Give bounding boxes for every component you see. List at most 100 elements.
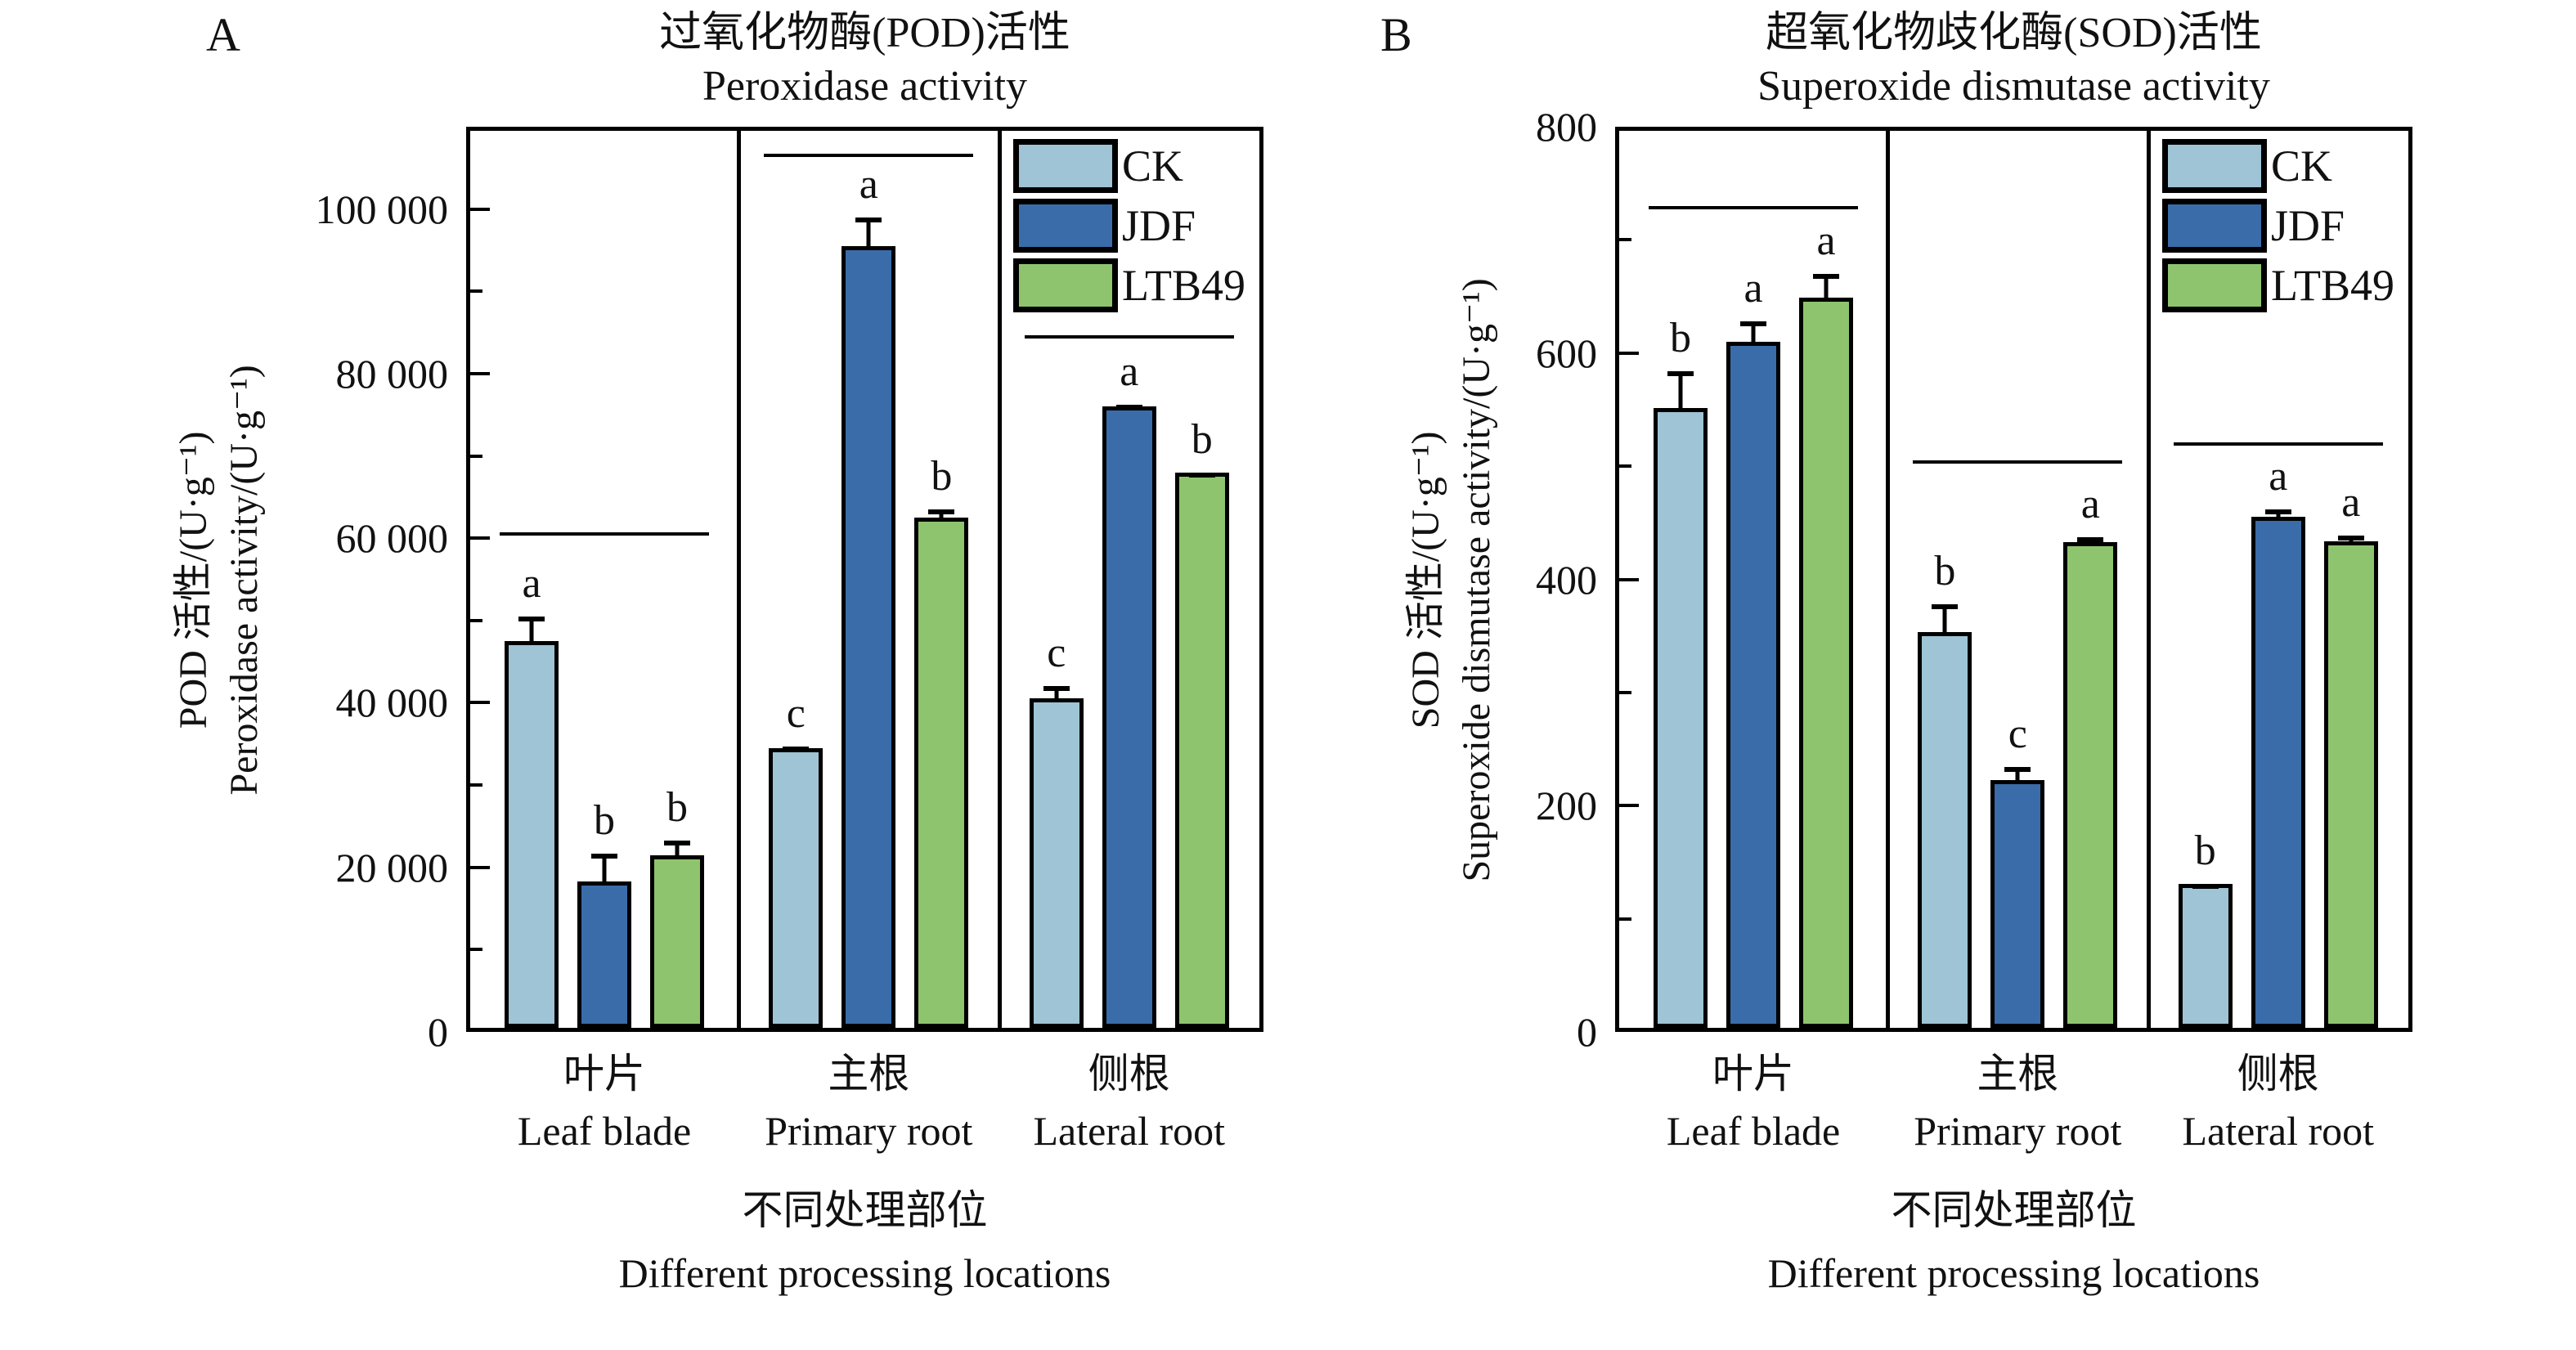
legend-label: LTB49	[2271, 261, 2395, 310]
y-major-tick	[1619, 577, 1639, 581]
panel-a-y-axis-label-en: Peroxidase activity/(U·g⁻¹)	[222, 364, 266, 796]
bar-cluster: b a a	[2178, 455, 2378, 1028]
significance-letter: a	[1816, 217, 1836, 264]
group-subpanel: b a a	[1619, 131, 1887, 1028]
bar-ck: b	[2178, 829, 2233, 1028]
y-major-tick	[470, 371, 490, 375]
bar-ltb49: a	[2323, 481, 2378, 1028]
significance-letter: c	[2008, 711, 2027, 758]
significance-letter: b	[594, 796, 616, 844]
error-bar	[1043, 686, 1070, 702]
legend-swatch-jdf	[1013, 199, 1118, 253]
significance-letter: a	[1120, 348, 1139, 396]
bar-jdf: c	[1990, 713, 2045, 1028]
bar-jdf: a	[2251, 455, 2305, 1028]
y-major-tick	[470, 536, 490, 540]
legend-label: CK	[1122, 141, 1184, 191]
bar-ltb49: b	[1174, 418, 1229, 1028]
bar-jdf: a	[841, 163, 896, 1028]
bar-jdf: a	[1726, 267, 1781, 1028]
bar-cluster: b a a	[1654, 219, 1854, 1028]
error-bar	[928, 509, 955, 522]
significance-letter: a	[2080, 481, 2100, 528]
x-category-label-en: Lateral root	[1033, 1108, 1226, 1154]
significance-letter: c	[786, 689, 806, 737]
panel-a-title: 过氧化物酶(POD)活性 Peroxidase activity	[466, 7, 1263, 113]
legend-swatch-ck	[1013, 139, 1118, 193]
y-major-tick	[470, 207, 490, 211]
legend-label: LTB49	[1122, 261, 1246, 310]
significance-line	[1024, 334, 1234, 339]
y-minor-tick	[1619, 464, 1631, 469]
significance-letter: a	[859, 160, 878, 208]
x-category-label-zh: 侧根	[2237, 1051, 2319, 1097]
y-minor-tick	[470, 783, 482, 787]
error-bar	[2077, 537, 2104, 546]
bar-cluster: c a b	[1029, 351, 1229, 1028]
y-minor-tick	[470, 618, 482, 622]
y-tick-label: 20 000	[335, 844, 449, 890]
legend-item-ck: CK	[2162, 139, 2394, 193]
y-tick-label: 0	[428, 1009, 448, 1055]
y-minor-tick	[470, 289, 482, 294]
x-category-label-zh: 叶片	[563, 1051, 646, 1097]
error-bar	[2264, 509, 2291, 521]
legend-swatch-jdf	[2162, 199, 2267, 253]
x-category-label-en: Primary root	[1914, 1108, 2122, 1154]
x-category-label-en: Lateral root	[2182, 1108, 2375, 1154]
error-bar	[855, 217, 882, 250]
panel-a-x-axis-title-zh: 不同处理部位	[742, 1187, 988, 1233]
panel-b-title-zh: 超氧化物歧化酶(SOD)活性	[1766, 10, 2262, 56]
y-minor-tick	[1619, 690, 1631, 694]
legend-label: JDF	[1122, 201, 1196, 250]
bar-ck: b	[1654, 316, 1708, 1028]
panel-b-title: 超氧化物歧化酶(SOD)活性 Superoxide dismutase acti…	[1615, 7, 2412, 113]
group-subpanel: b c a	[1887, 131, 2147, 1028]
y-tick-label: 400	[1536, 556, 1597, 603]
significance-letter: b	[1670, 314, 1692, 361]
significance-letter: b	[666, 783, 689, 831]
legend: CK JDF LTB49	[1013, 139, 1245, 318]
significance-letter: c	[1047, 630, 1066, 677]
significance-letter: b	[931, 452, 953, 500]
y-tick-label: 600	[1536, 330, 1597, 376]
group-subpanel: c a b	[999, 131, 1259, 1028]
x-category-label-en: Leaf blade	[517, 1108, 692, 1154]
x-category-label-zh: 叶片	[1712, 1051, 1795, 1097]
significance-line	[1913, 460, 2123, 464]
x-category-label-en: Primary root	[765, 1108, 973, 1154]
bar-ck: b	[1918, 549, 1972, 1028]
error-bar	[664, 840, 691, 859]
significance-letter: b	[1191, 415, 1213, 463]
group-divider	[2146, 131, 2151, 1028]
bar-cluster: a b b	[505, 562, 705, 1028]
group-divider	[997, 131, 1002, 1028]
significance-letter: b	[2194, 827, 2216, 874]
y-major-tick	[470, 865, 490, 869]
y-major-tick	[470, 701, 490, 705]
significance-line	[500, 532, 710, 536]
error-bar	[1813, 273, 1840, 303]
panel-a-title-zh: 过氧化物酶(POD)活性	[659, 10, 1070, 56]
panel-a-plot-area: a b b c a b c a b CK JDF LTB49	[466, 127, 1263, 1032]
panel-b-plot-area: b a a b c a b a a CK JDF LTB49	[1615, 127, 2412, 1032]
significance-line	[764, 154, 974, 158]
error-bar	[518, 616, 545, 645]
panel-a-label: A	[206, 8, 240, 61]
bar-ck: c	[1029, 632, 1084, 1028]
significance-line	[1649, 205, 1859, 209]
y-minor-tick	[1619, 238, 1631, 242]
legend-label: JDF	[2271, 201, 2345, 250]
y-tick-label: 100 000	[315, 186, 449, 232]
bar-ltb49: b	[914, 455, 969, 1028]
y-tick-label: 40 000	[335, 679, 449, 726]
bar-ck: c	[769, 692, 824, 1028]
significance-letter: a	[522, 559, 541, 607]
panel-a-title-en: Peroxidase activity	[702, 63, 1028, 110]
x-category-label-zh: 侧根	[1088, 1051, 1170, 1097]
error-bar	[783, 746, 810, 752]
y-tick-label: 200	[1536, 783, 1597, 829]
bar-jdf: a	[1102, 351, 1156, 1028]
legend-item-ltb49: LTB49	[2162, 258, 2394, 312]
error-bar	[2192, 883, 2219, 889]
